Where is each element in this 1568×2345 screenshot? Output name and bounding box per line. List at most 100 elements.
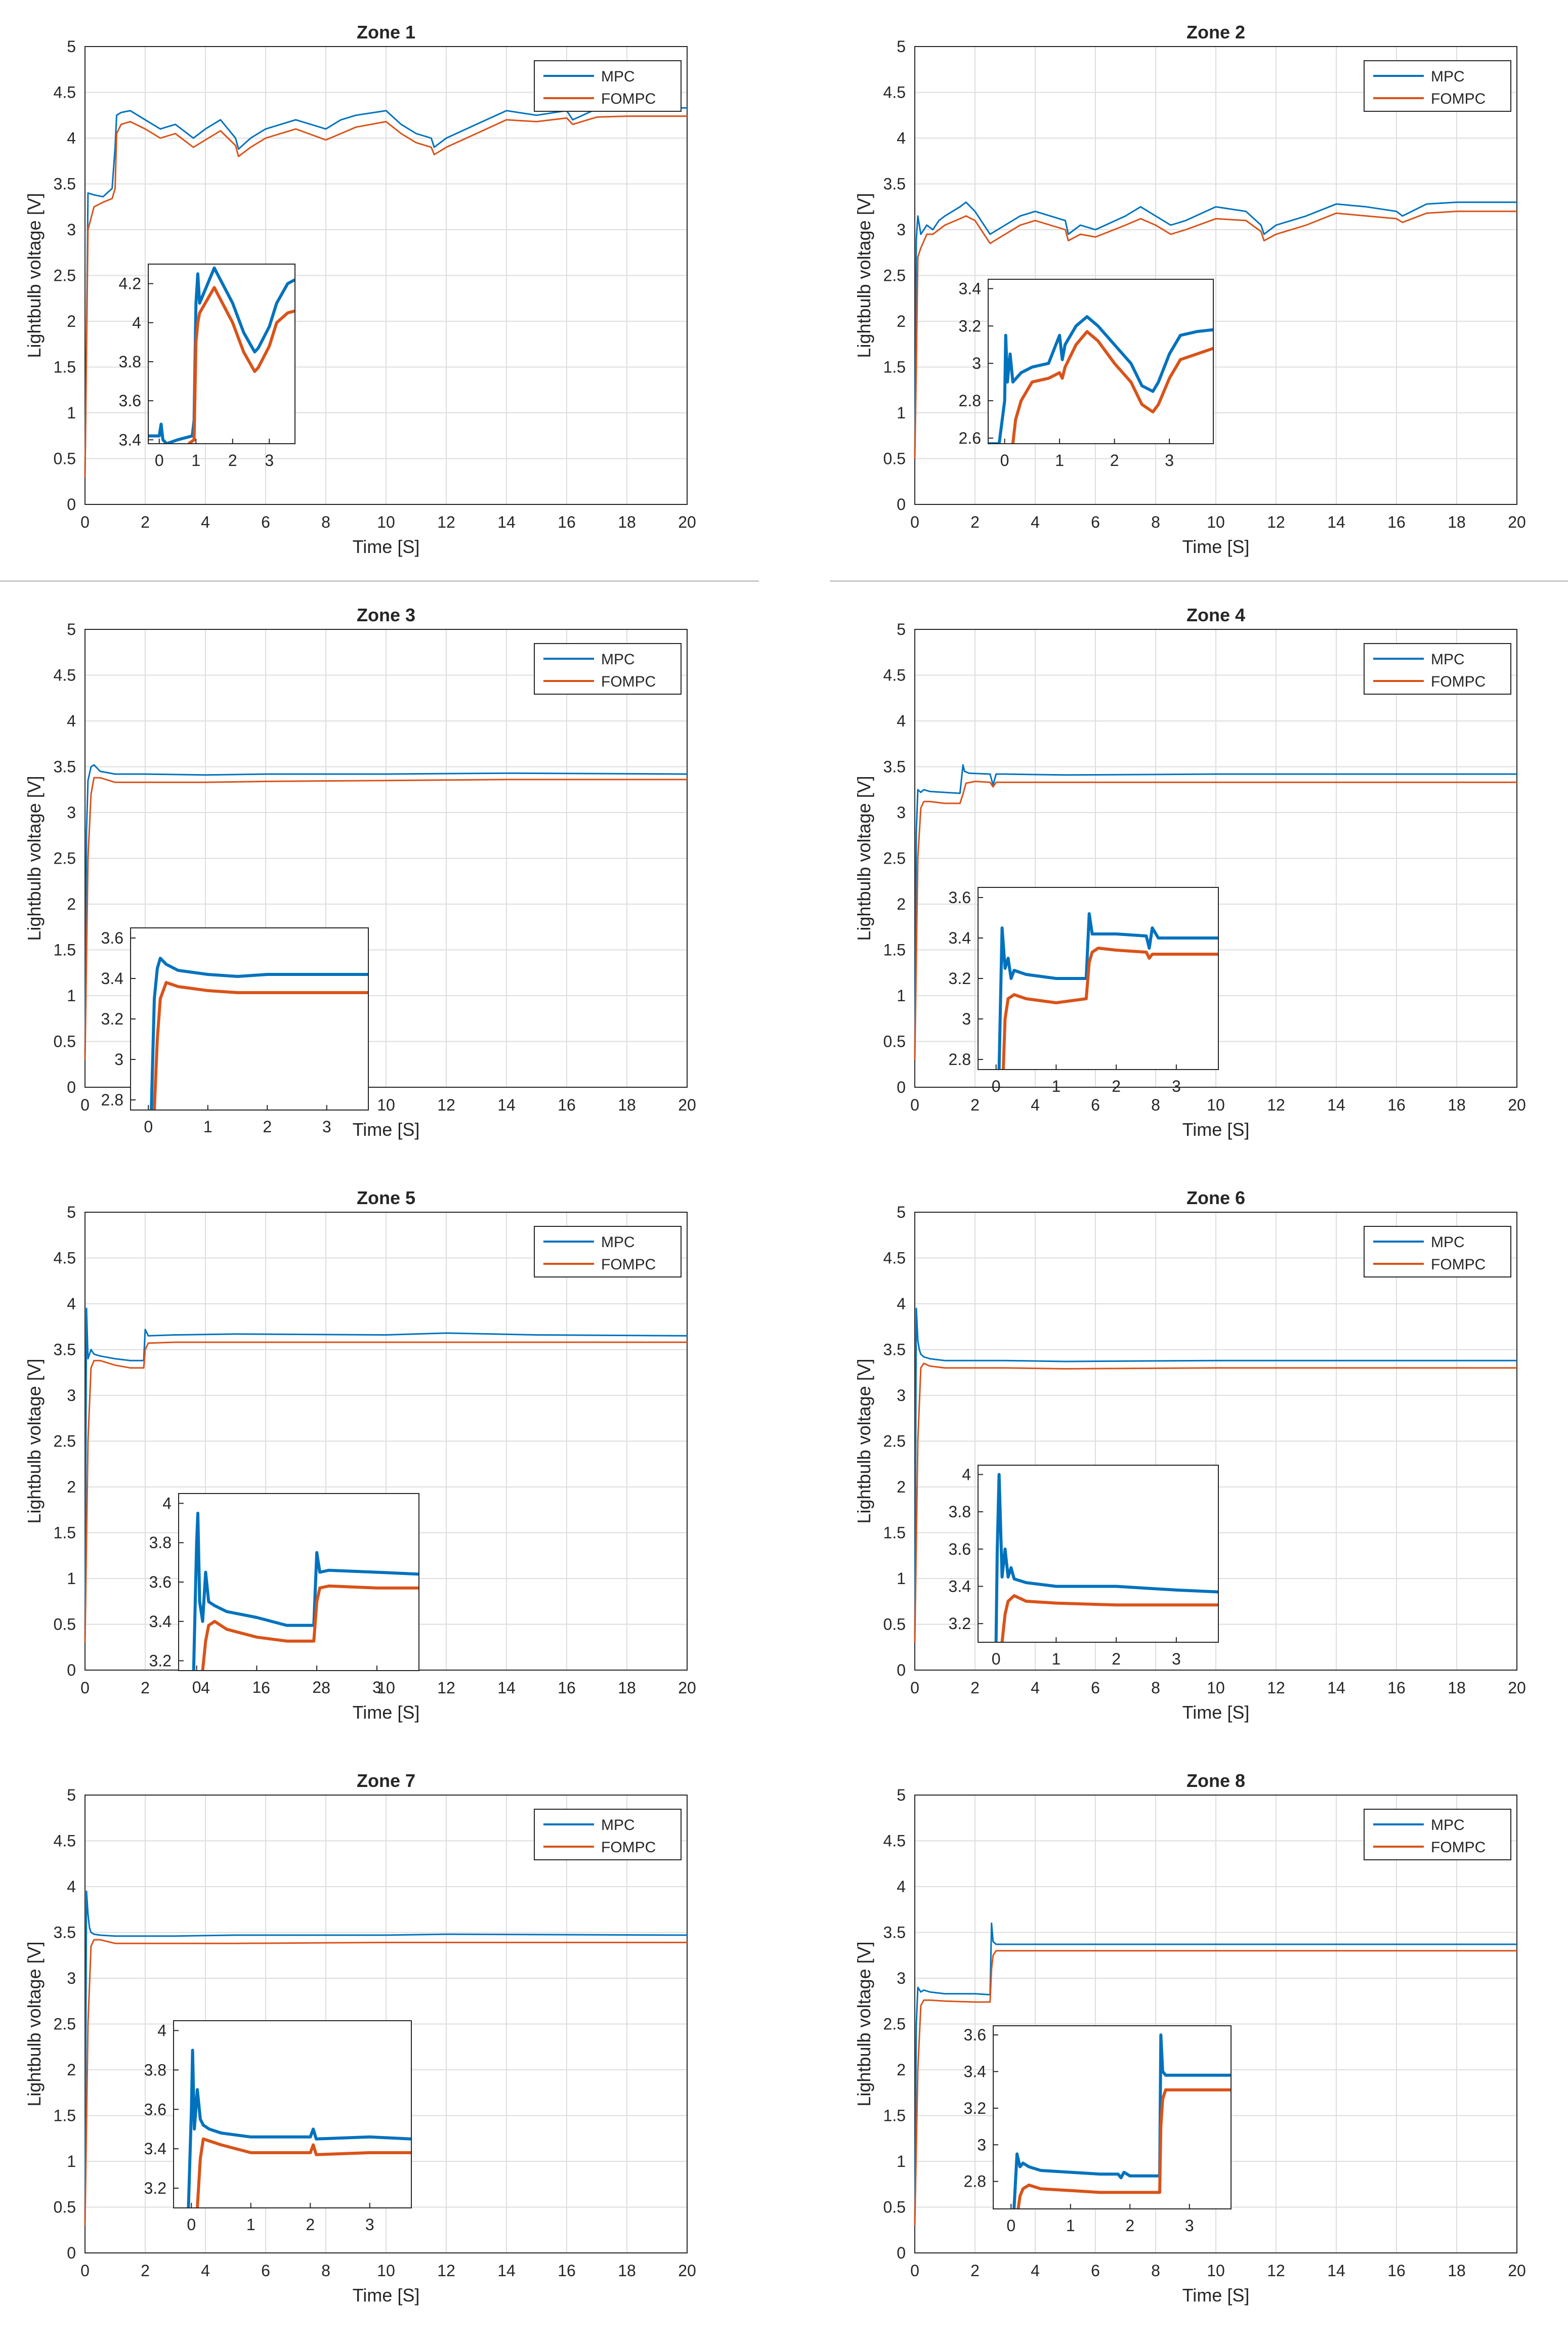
x-tick-label: 12 xyxy=(437,513,455,531)
y-tick-label: 2 xyxy=(897,895,906,913)
y-tick-label: 5 xyxy=(67,37,76,56)
x-tick-label: 14 xyxy=(1327,2262,1345,2280)
y-tick-label: 5 xyxy=(897,37,906,56)
y-tick-label: 3 xyxy=(897,1969,906,1987)
y-tick-label: 1 xyxy=(67,404,76,422)
y-tick-label: 1 xyxy=(897,2152,906,2170)
inset-series-group xyxy=(187,2049,411,2208)
x-tick-label: 12 xyxy=(437,1679,455,1697)
inset-series-line-fompc xyxy=(153,981,368,1110)
y-tick-label: 4 xyxy=(67,712,76,730)
x-tick-label: 0 xyxy=(910,1679,919,1697)
inset-y-tick-label: 3.2 xyxy=(949,1614,971,1633)
x-tick-label: 4 xyxy=(1031,1679,1040,1697)
y-tick-label: 4.5 xyxy=(883,666,906,685)
x-axis-label: Time [S] xyxy=(1182,1702,1250,1723)
x-tick-label: 20 xyxy=(678,513,696,531)
y-tick-label: 2.5 xyxy=(883,1432,906,1451)
inset-x-tick-label: 3 xyxy=(372,1678,382,1696)
inset-y-tick-label: 3.8 xyxy=(119,353,141,371)
y-tick-label: 1 xyxy=(897,987,906,1005)
series-line-fompc xyxy=(84,115,687,477)
x-tick-label: 12 xyxy=(1267,1679,1285,1697)
y-tick-label: 0 xyxy=(67,1078,76,1096)
inset-y-tick-label: 3.6 xyxy=(964,2026,986,2044)
y-tick-label: 3.5 xyxy=(54,1924,76,1942)
inset-y-tick-label: 2.8 xyxy=(101,1091,123,1109)
y-tick-label: 0.5 xyxy=(54,2198,76,2216)
inset-y-tick-label: 4 xyxy=(162,1494,172,1512)
x-tick-label: 0 xyxy=(910,1096,919,1114)
inset-axes-box xyxy=(978,1465,1219,1643)
legend-label-fompc: FOMPC xyxy=(601,1839,656,1856)
inset-y-tick-label: 3.4 xyxy=(949,1577,971,1595)
inset-x-tick-label: 1 xyxy=(246,2215,256,2234)
inset-y-tick-label: 3 xyxy=(977,2136,986,2154)
y-axis-label: Lightbulb voltage [V] xyxy=(24,1941,45,2106)
inset-axes-box xyxy=(130,927,369,1111)
inset-series-line-fompc xyxy=(1016,2088,1231,2209)
inset-x-tick-label: 2 xyxy=(228,451,237,470)
inset-plot-area xyxy=(148,264,295,444)
series-line-fompc xyxy=(914,1362,1517,1643)
inset-x-tick-label: 0 xyxy=(992,1650,1001,1668)
inset-x-tick-label: 1 xyxy=(1066,2216,1075,2235)
inset-y-tick-label: 3.2 xyxy=(144,2179,166,2197)
legend-label-mpc: MPC xyxy=(601,651,635,668)
inset-y-tick-label: 2.8 xyxy=(949,1050,971,1069)
legend-label-mpc: MPC xyxy=(1431,1817,1465,1834)
y-tick-label: 3.5 xyxy=(883,175,906,193)
inset-x-tick-label: 1 xyxy=(1055,451,1064,470)
y-tick-label: 0 xyxy=(67,2244,76,2262)
y-axis-label: Lightbulb voltage [V] xyxy=(854,1941,874,2106)
inset-x-tick-label: 0 xyxy=(192,1678,201,1696)
y-tick-label: 4.5 xyxy=(54,1249,76,1267)
x-tick-label: 0 xyxy=(80,1096,90,1114)
chart-title: Zone 6 xyxy=(1186,1187,1245,1208)
inset-series-line-mpc xyxy=(988,315,1213,444)
x-tick-label: 4 xyxy=(1031,1096,1040,1114)
x-tick-label: 10 xyxy=(1207,513,1225,531)
x-tick-label: 12 xyxy=(1267,1096,1285,1114)
y-tick-label: 0.5 xyxy=(54,1615,76,1634)
y-tick-label: 0 xyxy=(897,1661,906,1679)
x-tick-label: 2 xyxy=(141,1679,150,1697)
inset-series-line-mpc xyxy=(148,266,295,444)
legend-box xyxy=(1364,1809,1511,1860)
inset-series-group xyxy=(1012,2033,1231,2209)
inset-plot-area xyxy=(978,1465,1218,1642)
y-tick-label: 1.5 xyxy=(883,941,906,959)
y-tick-label: 2 xyxy=(67,2061,76,2079)
y-tick-label: 4 xyxy=(67,129,76,147)
x-tick-label: 14 xyxy=(1327,1096,1345,1114)
inset-x-tick-label: 1 xyxy=(191,451,200,470)
y-tick-label: 3 xyxy=(67,1386,76,1404)
inset-y-tick-label: 3.2 xyxy=(964,2099,986,2117)
inset-chart: 0 1 2 3 3.2 3.4 3.6 3.8 4 xyxy=(949,1465,1219,1668)
y-tick-label: 3.5 xyxy=(883,1341,906,1359)
x-tick-label: 6 xyxy=(1091,513,1100,531)
inset-x-tick-label: 1 xyxy=(1051,1650,1061,1668)
x-tick-label: 4 xyxy=(201,1679,210,1697)
legend-box xyxy=(534,60,682,112)
x-tick-label: 6 xyxy=(261,513,270,531)
legend-box xyxy=(534,1226,682,1277)
y-tick-label: 2.5 xyxy=(883,2015,906,2033)
inset-y-tick-label: 3.4 xyxy=(959,279,981,297)
y-tick-label: 1.5 xyxy=(54,358,76,376)
x-tick-label: 12 xyxy=(1267,2262,1285,2280)
series-line-mpc xyxy=(84,106,687,477)
inset-series-line-fompc xyxy=(196,2137,411,2208)
inset-series-line-fompc xyxy=(201,1584,419,1671)
inset-y-tick-label: 3.2 xyxy=(959,317,981,335)
y-tick-label: 3 xyxy=(897,221,906,239)
series-line-fompc xyxy=(914,781,1517,1060)
x-tick-label: 2 xyxy=(970,1096,980,1114)
inset-y-tick-label: 4 xyxy=(132,314,141,332)
inset-chart: 0 1 2 3 3.2 3.4 3.6 3.8 4 xyxy=(144,2020,412,2234)
x-tick-label: 10 xyxy=(1207,2262,1225,2280)
inset-y-tick-label: 3.4 xyxy=(964,2063,986,2081)
legend-label-mpc: MPC xyxy=(1431,651,1465,668)
